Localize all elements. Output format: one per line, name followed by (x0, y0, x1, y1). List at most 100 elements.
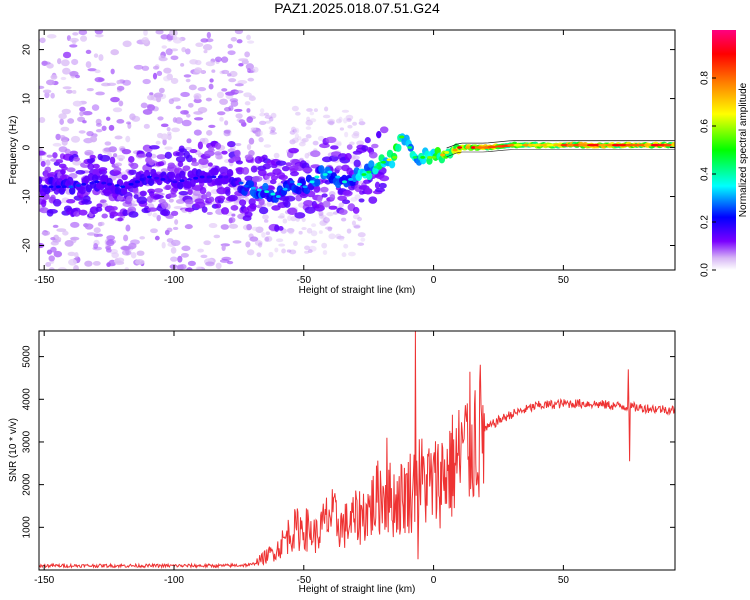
ridge-halo (148, 145, 160, 150)
noise-speckle (328, 233, 336, 240)
noise-speckle (273, 152, 280, 159)
noise-speckle (122, 40, 132, 48)
ridge-halo (353, 159, 361, 168)
colorbar-tick-label: 0.6 (700, 119, 711, 133)
ridge-halo (201, 206, 208, 213)
ridge-halo (66, 167, 76, 173)
spectrogram-x-tick-label: 50 (558, 275, 570, 286)
ridge-halo (258, 198, 265, 206)
ridge-core (250, 186, 256, 190)
noise-speckle (104, 141, 112, 146)
ridge-halo (154, 188, 164, 193)
ridge-halo (39, 150, 46, 156)
ridge-core (366, 170, 372, 174)
noise-speckle (68, 258, 77, 266)
ridge-halo (352, 206, 360, 214)
ridge-band (388, 160, 396, 169)
noise-speckle (135, 259, 145, 265)
noise-speckle (193, 111, 203, 115)
ridge-core (452, 148, 458, 152)
noise-speckle (288, 229, 294, 235)
noise-speckle (224, 120, 229, 126)
noise-speckle (58, 113, 67, 120)
ridge-halo (215, 203, 222, 209)
noise-speckle (245, 63, 254, 71)
ridge-halo (221, 150, 228, 155)
noise-speckle (298, 141, 306, 147)
noise-speckle (181, 119, 192, 127)
ridge-halo (346, 144, 353, 150)
ridge-halo (117, 217, 123, 222)
ridge-core (309, 180, 315, 184)
noise-speckle (45, 261, 52, 267)
noise-speckle (208, 223, 218, 229)
noise-speckle (180, 91, 190, 98)
ridge-band (69, 186, 76, 195)
noise-speckle (180, 110, 189, 115)
noise-speckle (154, 235, 160, 241)
ridge-core (270, 192, 276, 196)
noise-speckle (322, 250, 328, 256)
noise-speckle (74, 74, 81, 79)
ridge-core (61, 185, 67, 189)
snr-y-tick-label: 5000 (22, 345, 33, 368)
noise-speckle (147, 104, 156, 111)
noise-speckle (318, 210, 324, 217)
ridge-halo (170, 210, 179, 216)
snr-panel: -150 -100 -50 0 50 1000 2000 3000 4000 5000 Heig… (8, 330, 676, 595)
noise-speckle (263, 144, 272, 148)
noise-speckle (56, 228, 67, 233)
ridge-core (342, 180, 348, 184)
ridge-core (238, 181, 244, 185)
noise-speckle (349, 160, 355, 164)
noise-speckle (268, 251, 274, 258)
snr-y-tick-label: 1000 (22, 516, 33, 539)
ridge-halo (178, 148, 187, 153)
noise-speckle (39, 116, 46, 124)
noise-speckle (357, 242, 365, 246)
noise-speckle (359, 118, 364, 123)
noise-speckle (170, 246, 177, 254)
ridge-halo (128, 156, 135, 163)
ridge-core (167, 179, 173, 183)
noise-speckle (160, 123, 169, 128)
noise-speckle (193, 93, 202, 100)
ridge-halo (208, 196, 215, 203)
noise-speckle (341, 109, 350, 113)
noise-speckle (326, 211, 334, 217)
ridge-core (186, 177, 192, 181)
noise-speckle (112, 153, 118, 158)
ridge-core (89, 181, 95, 185)
noise-speckle (181, 46, 187, 53)
ridge-core (440, 153, 446, 157)
noise-speckle (87, 68, 97, 72)
noise-speckle (208, 83, 214, 90)
noise-speckle (100, 199, 107, 204)
ridge-halo (230, 205, 239, 211)
ridge-halo (197, 141, 203, 150)
noise-speckle (123, 234, 129, 242)
snr-y-tick-label: 4000 (22, 388, 33, 411)
ridge-core (386, 158, 392, 162)
noise-speckle (356, 140, 365, 146)
noise-speckle (106, 235, 116, 241)
noise-speckle (221, 69, 230, 75)
ridge-halo (122, 209, 129, 217)
noise-speckle (306, 227, 313, 234)
ridge-core (282, 187, 288, 191)
noise-speckle (206, 211, 213, 216)
ridge-halo (251, 175, 263, 183)
ridge-halo (368, 151, 378, 159)
ridge-halo (128, 211, 139, 218)
ridge-halo (98, 167, 108, 172)
noise-speckle (181, 245, 191, 252)
noise-speckle (141, 65, 150, 71)
noise-speckle (245, 241, 251, 248)
ridge-halo (156, 154, 167, 160)
ridge-halo (66, 198, 76, 204)
ridge-halo (133, 194, 139, 199)
noise-speckle (333, 140, 342, 146)
noise-speckle (350, 197, 358, 202)
noise-speckle (244, 51, 251, 58)
